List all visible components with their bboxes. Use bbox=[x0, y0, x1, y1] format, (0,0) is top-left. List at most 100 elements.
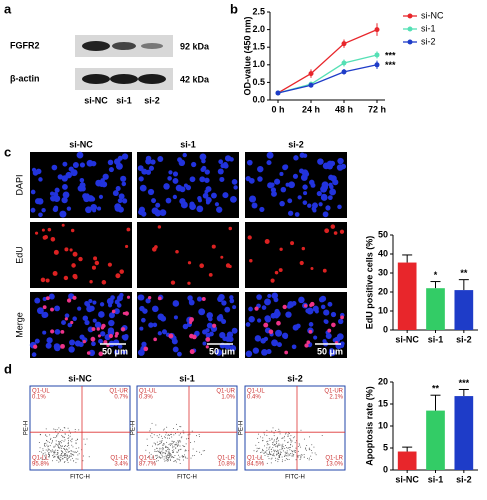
event bbox=[168, 457, 170, 459]
event bbox=[275, 454, 277, 456]
edu-spot bbox=[69, 248, 73, 252]
nucleus bbox=[340, 163, 347, 170]
event bbox=[156, 454, 158, 456]
event bbox=[273, 453, 275, 455]
event bbox=[314, 452, 316, 454]
nucleus bbox=[218, 159, 224, 165]
event bbox=[159, 434, 161, 436]
event bbox=[156, 441, 158, 443]
event bbox=[287, 434, 289, 436]
event bbox=[177, 440, 179, 442]
event bbox=[162, 449, 164, 451]
event bbox=[154, 443, 156, 445]
edu-spot bbox=[208, 272, 213, 277]
event bbox=[67, 461, 69, 463]
event bbox=[69, 435, 71, 437]
event bbox=[174, 460, 176, 462]
nucleus bbox=[249, 195, 257, 203]
event bbox=[281, 437, 283, 439]
nucleus bbox=[107, 159, 114, 166]
nucleus bbox=[115, 185, 121, 192]
event bbox=[266, 462, 268, 464]
quadrant-value: 0.1% bbox=[32, 395, 46, 401]
x-axis-label: FITC-H bbox=[285, 475, 305, 481]
marker bbox=[374, 52, 380, 58]
event bbox=[294, 451, 296, 453]
event bbox=[189, 433, 191, 435]
flow-plot bbox=[244, 385, 346, 471]
edu-spot bbox=[228, 264, 232, 269]
event bbox=[63, 440, 65, 442]
nucleus bbox=[107, 303, 113, 308]
event bbox=[169, 454, 171, 456]
event bbox=[291, 453, 293, 455]
nucleus bbox=[42, 330, 47, 335]
event bbox=[265, 451, 267, 453]
nucleus bbox=[148, 165, 155, 171]
nucleus bbox=[77, 306, 82, 311]
edu-spot bbox=[70, 228, 75, 233]
edu-spot bbox=[98, 351, 104, 357]
event bbox=[268, 438, 270, 440]
event bbox=[61, 436, 63, 438]
event bbox=[71, 455, 73, 457]
nucleus bbox=[329, 188, 337, 196]
event bbox=[70, 440, 72, 442]
event bbox=[169, 458, 171, 460]
event bbox=[168, 454, 170, 456]
quadrant-name: Q1-LR bbox=[217, 456, 235, 462]
event bbox=[166, 455, 168, 457]
nucleus bbox=[285, 311, 292, 318]
event bbox=[172, 450, 174, 452]
event bbox=[52, 450, 54, 452]
event bbox=[175, 461, 177, 463]
event bbox=[180, 441, 182, 443]
event bbox=[154, 461, 156, 463]
event bbox=[295, 447, 297, 449]
nucleus bbox=[204, 177, 210, 183]
nucleus bbox=[46, 337, 53, 344]
event bbox=[290, 435, 292, 437]
event bbox=[167, 454, 169, 456]
event bbox=[66, 459, 68, 461]
event bbox=[264, 454, 266, 456]
event bbox=[294, 450, 296, 452]
event bbox=[68, 437, 70, 439]
event bbox=[290, 443, 292, 445]
event bbox=[39, 450, 41, 452]
nucleus bbox=[194, 330, 200, 337]
event bbox=[84, 443, 86, 445]
edu-spot bbox=[50, 329, 55, 334]
edu-spot bbox=[42, 235, 47, 240]
nucleus bbox=[328, 182, 333, 187]
edu-spot bbox=[270, 278, 275, 283]
nucleus bbox=[267, 293, 272, 299]
nucleus bbox=[208, 316, 213, 322]
event bbox=[161, 448, 163, 450]
nucleus bbox=[288, 181, 295, 189]
nucleus bbox=[32, 170, 39, 176]
y-tick-label: 1.0 bbox=[252, 59, 265, 69]
event bbox=[68, 447, 70, 449]
event bbox=[78, 453, 80, 455]
event bbox=[45, 434, 47, 436]
nucleus bbox=[107, 329, 115, 336]
nucleus bbox=[302, 153, 308, 158]
marker bbox=[341, 69, 347, 75]
event bbox=[273, 443, 275, 445]
quadrant-value: 0.7% bbox=[114, 395, 128, 401]
event bbox=[276, 458, 278, 460]
nucleus bbox=[79, 162, 86, 168]
event bbox=[184, 456, 186, 458]
event bbox=[202, 450, 204, 452]
nucleus bbox=[301, 169, 309, 177]
event bbox=[157, 444, 159, 446]
event bbox=[47, 448, 49, 450]
edu-spot bbox=[114, 334, 118, 338]
event bbox=[295, 459, 297, 461]
significance: ** bbox=[432, 384, 440, 394]
event bbox=[151, 457, 153, 459]
y-tick-label: 50 bbox=[378, 229, 388, 239]
scale-label: 50 μm bbox=[209, 346, 235, 356]
nucleus bbox=[113, 308, 120, 315]
